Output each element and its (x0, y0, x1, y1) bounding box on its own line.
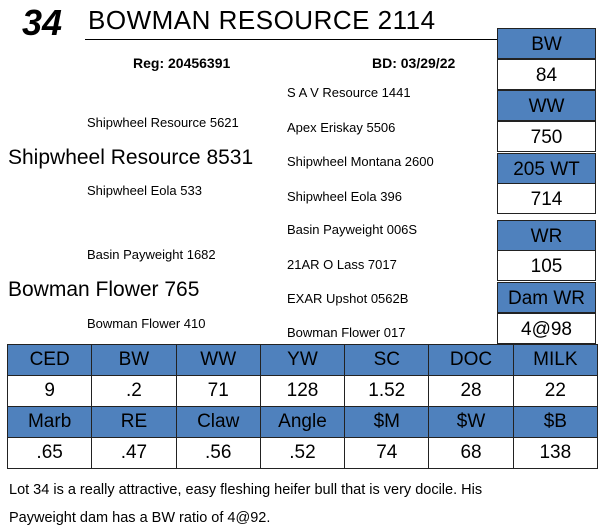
epd-header: BW (91, 344, 177, 376)
epd-table: CED BW WW YW SC DOC MILK 9.2 71 128 1.52 28 22 Marb RE… (6, 344, 599, 469)
epd-value: 28 (428, 375, 514, 407)
pedigree-entry: S A V Resource 1441 (287, 85, 411, 100)
epd-header: SC (344, 344, 430, 376)
comment-line: Lot 34 is a really attractive, easy fles… (9, 482, 483, 498)
pedigree-entry: Shipwheel Montana 2600 (287, 154, 434, 169)
pedigree-entry: Shipwheel Resource 5621 (87, 115, 239, 130)
epd-value: 22 (512, 375, 599, 407)
animal-name: BOWMAN RESOURCE 2114 (88, 5, 436, 35)
epd-value: 68 (428, 437, 514, 469)
epd-row: 9.2 71 128 1.52 28 22 (6, 375, 599, 407)
epd-value: .52 (259, 437, 346, 469)
epd-header: WW (175, 344, 261, 376)
title-rule (85, 39, 497, 40)
epd-value: .47 (91, 437, 177, 469)
epd-row: .65.47.56.52 74 68 138 (6, 437, 599, 469)
epd-header: $W (428, 406, 514, 438)
stat-label: Dam WR (497, 282, 596, 313)
birth-date: BD: 03/29/22 (372, 55, 456, 71)
stat-label: WW (497, 90, 596, 121)
epd-header: MILK (512, 344, 599, 376)
epd-row: Marb RE Claw Angle $M $W $B (6, 406, 599, 438)
comment-line: Payweight dam has a BW ratio of 4@92. (9, 510, 271, 526)
pedigree-entry: Shipwheel Eola 533 (87, 183, 202, 198)
epd-value: 71 (175, 375, 261, 407)
epd-header: $B (512, 406, 599, 438)
epd-header: Angle (259, 406, 346, 438)
epd-value: .65 (6, 437, 93, 469)
epd-row: CED BW WW YW SC DOC MILK (6, 344, 599, 376)
stat-value: 750 (497, 121, 596, 152)
stat-label: WR (497, 220, 596, 251)
epd-value: .2 (91, 375, 177, 407)
lot-number: 34 (22, 2, 63, 43)
epd-value: 138 (512, 437, 599, 469)
epd-header: DOC (428, 344, 514, 376)
pedigree-entry: EXAR Upshot 0562B (287, 291, 409, 306)
pedigree-entry: Basin Payweight 006S (287, 222, 418, 237)
pedigree-entry: Bowman Flower 410 (87, 316, 206, 331)
registration: Reg: 20456391 (133, 55, 231, 71)
epd-header: RE (91, 406, 177, 438)
pedigree-entry: Shipwheel Eola 396 (287, 189, 402, 204)
epd-header: Claw (175, 406, 261, 438)
stat-value: 4@98 (497, 313, 596, 344)
stat-label: BW (497, 28, 596, 59)
stat-value: 84 (497, 59, 596, 90)
stat-value: 105 (497, 250, 596, 281)
epd-value: 128 (259, 375, 346, 407)
pedigree-dam: Bowman Flower 765 (8, 278, 200, 301)
pedigree-entry: Apex Eriskay 5506 (287, 120, 396, 135)
pedigree-entry: Bowman Flower 017 (287, 325, 406, 340)
epd-header: CED (6, 344, 93, 376)
stat-label: 205 WT (497, 153, 596, 184)
pedigree-sire: Shipwheel Resource 8531 (8, 146, 254, 169)
epd-header: Marb (6, 406, 93, 438)
pedigree-entry: Basin Payweight 1682 (87, 247, 216, 262)
epd-value: .56 (175, 437, 261, 469)
epd-header: YW (259, 344, 346, 376)
pedigree-entry: 21AR O Lass 7017 (287, 257, 397, 272)
epd-value: 9 (6, 375, 93, 407)
epd-value: 1.52 (344, 375, 430, 407)
stat-value: 714 (497, 183, 596, 214)
epd-header: $M (344, 406, 430, 438)
epd-value: 74 (344, 437, 430, 469)
